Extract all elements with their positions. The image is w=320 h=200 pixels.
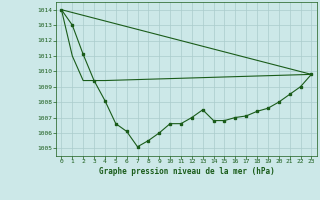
X-axis label: Graphe pression niveau de la mer (hPa): Graphe pression niveau de la mer (hPa) [99, 167, 274, 176]
